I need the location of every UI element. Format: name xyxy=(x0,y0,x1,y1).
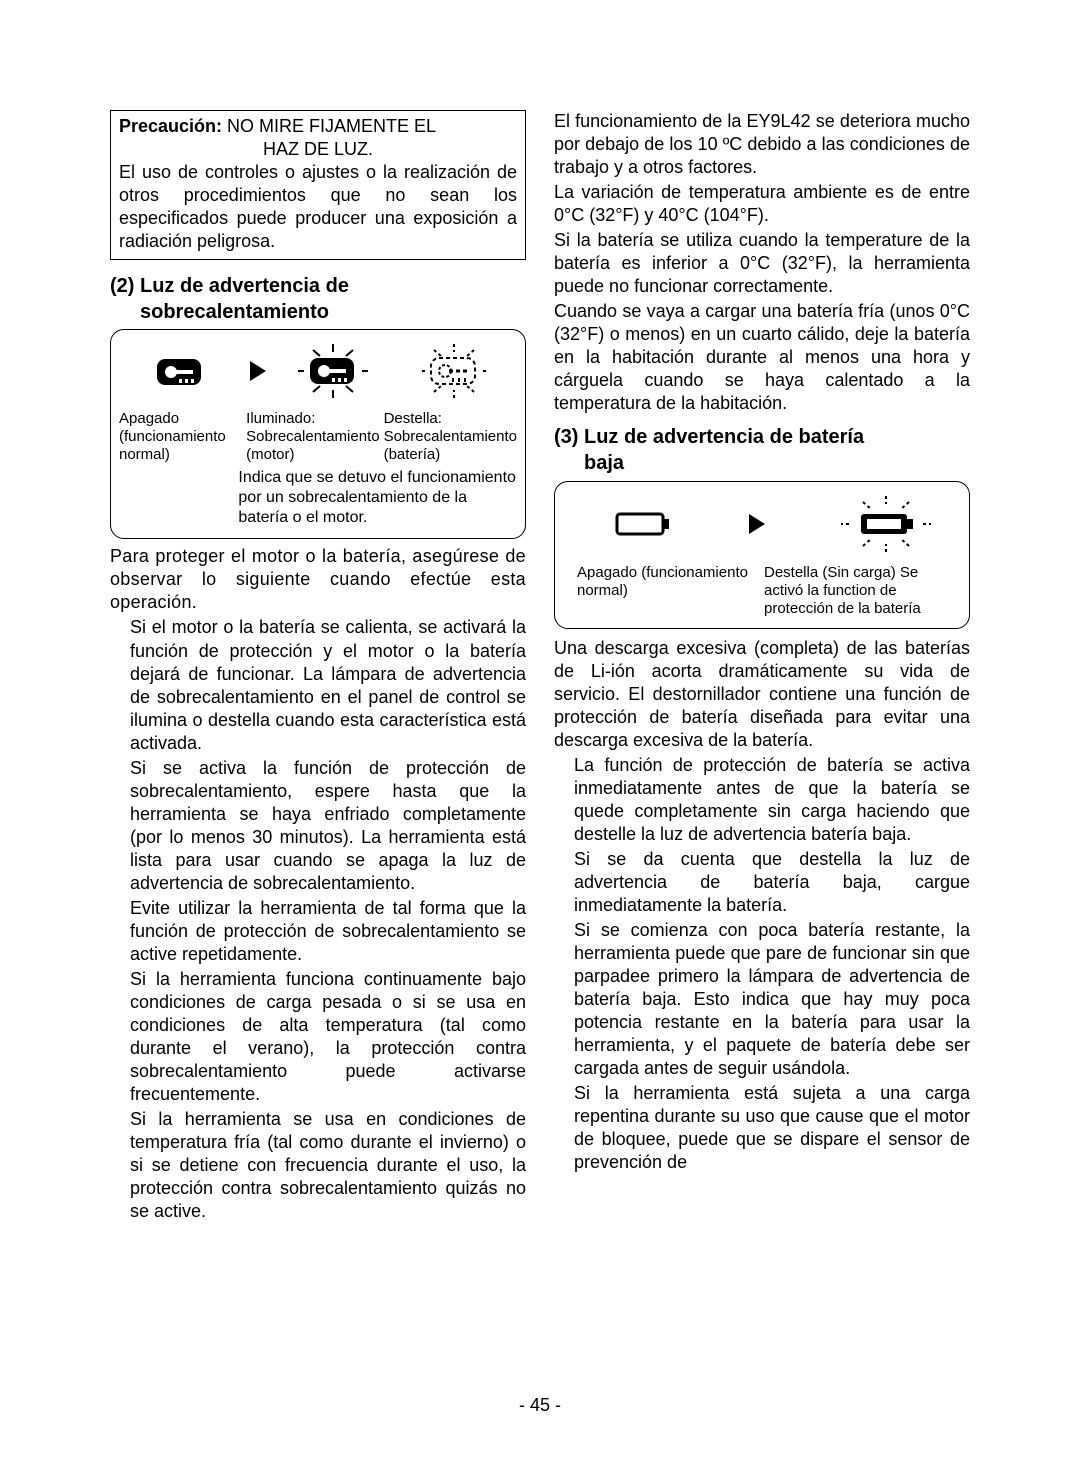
arrow-icon xyxy=(248,359,268,383)
battery-flash-icon xyxy=(841,494,931,554)
thermo-off-icon xyxy=(127,351,238,391)
overheat-note: Indica que se detuvo el funcionamiento p… xyxy=(238,464,517,528)
caution-body: El uso de controles o ajustes o la reali… xyxy=(119,161,517,253)
overheat-label-row: Apagado (funcionamiento normal) Iluminad… xyxy=(119,410,517,464)
battery-off-icon xyxy=(613,506,673,542)
s3-b4: Si la herramienta está sujeta a una carg… xyxy=(574,1082,970,1174)
s2-b1: Si el motor o la batería se calienta, se… xyxy=(130,616,526,754)
section2-title2: sobrecalentamiento xyxy=(140,300,526,326)
lowbatt-label-off: Apagado (funcionamiento normal) xyxy=(577,564,760,618)
section2-title1: (2) Luz de advertencia de xyxy=(110,274,526,300)
s3-b1: La función de protección de batería se a… xyxy=(574,754,970,846)
section3-title2: baja xyxy=(584,451,970,477)
lowbatt-diagram: Apagado (funcionamiento normal) Destella… xyxy=(554,481,970,629)
s2-b5: Si la herramienta se usa en condiciones … xyxy=(130,1108,526,1223)
r-p4: Cuando se vaya a cargar una batería fría… xyxy=(554,300,970,415)
page-number: - 45 - xyxy=(0,1395,1080,1416)
s2-b3: Evite utilizar la herramienta de tal for… xyxy=(130,897,526,966)
lowbatt-label-flash: Destella (Sin carga) Se activó la functi… xyxy=(764,564,947,618)
left-column: Precaución: NO MIRE FIJAMENTE EL HAZ DE … xyxy=(110,110,526,1225)
overheat-icon-row xyxy=(119,340,517,410)
lowbatt-icon-row xyxy=(563,492,961,564)
section3-heading: (3) Luz de advertencia de batería baja xyxy=(554,425,970,476)
arrow-icon-2 xyxy=(747,512,767,536)
caution-title-line: Precaución: NO MIRE FIJAMENTE EL xyxy=(119,115,517,138)
caution-line2: HAZ DE LUZ. xyxy=(119,138,517,161)
two-column-layout: Precaución: NO MIRE FIJAMENTE EL HAZ DE … xyxy=(110,110,970,1225)
section2-heading: (2) Luz de advertencia de sobrecalentami… xyxy=(110,274,526,325)
caution-line1: NO MIRE FIJAMENTE EL xyxy=(222,116,436,136)
right-column: El funcionamiento de la EY9L42 se deteri… xyxy=(554,110,970,1225)
thermo-on-icon xyxy=(278,342,389,400)
s3-p1: Una descarga excesiva (completa) de las … xyxy=(554,637,970,752)
manual-page: Precaución: NO MIRE FIJAMENTE EL HAZ DE … xyxy=(0,0,1080,1464)
thermo-flash-icon xyxy=(398,342,509,400)
overheat-label-on: Iluminado: Sobrecalentamiento (motor) xyxy=(246,410,379,464)
s2-p1: Para proteger el motor o la batería, ase… xyxy=(110,545,526,614)
s3-b2: Si se da cuenta que destella la luz de a… xyxy=(574,848,970,917)
s2-b4: Si la herramienta funciona continuamente… xyxy=(130,968,526,1106)
overheat-label-off: Apagado (funcionamiento normal) xyxy=(119,410,242,464)
s3-b3: Si se comienza con poca batería restante… xyxy=(574,919,970,1080)
section3-title1: (3) Luz de advertencia de batería xyxy=(554,425,970,451)
lowbatt-label-row: Apagado (funcionamiento normal) Destella… xyxy=(563,564,961,618)
r-p1: El funcionamiento de la EY9L42 se deteri… xyxy=(554,110,970,179)
overheat-label-flash: Destella: Sobrecalentamiento (batería) xyxy=(384,410,517,464)
caution-label: Precaución: xyxy=(119,116,222,136)
s2-b2: Si se activa la función de protección de… xyxy=(130,757,526,895)
r-p3: Si la batería se utiliza cuando la tempe… xyxy=(554,229,970,298)
r-p2: La variación de temperatura ambiente es … xyxy=(554,181,970,227)
caution-box: Precaución: NO MIRE FIJAMENTE EL HAZ DE … xyxy=(110,110,526,260)
overheat-diagram: Apagado (funcionamiento normal) Iluminad… xyxy=(110,329,526,539)
